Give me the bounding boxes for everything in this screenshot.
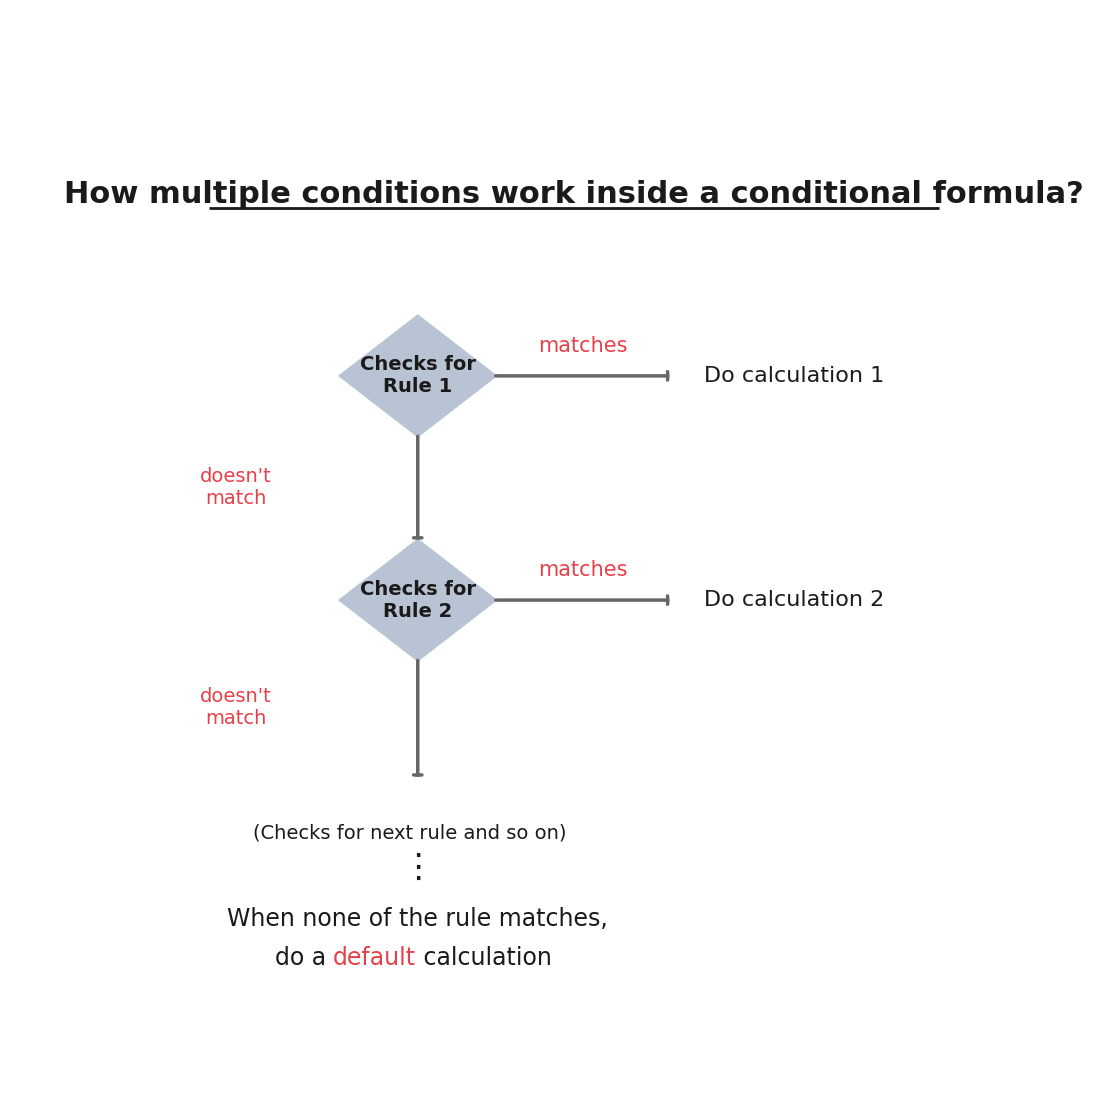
Text: default: default	[333, 946, 417, 970]
Text: matches: matches	[538, 560, 627, 580]
Text: (Checks for next rule and so on): (Checks for next rule and so on)	[253, 823, 567, 842]
Text: Checks for
Rule 1: Checks for Rule 1	[360, 355, 476, 396]
Polygon shape	[339, 316, 496, 437]
Text: calculation: calculation	[417, 946, 552, 970]
Text: do a: do a	[274, 946, 333, 970]
Text: How multiple conditions work inside a conditional formula?: How multiple conditions work inside a co…	[64, 180, 1084, 209]
Text: Do calculation 2: Do calculation 2	[704, 590, 885, 610]
Text: When none of the rule matches,: When none of the rule matches,	[226, 907, 607, 931]
Polygon shape	[339, 540, 496, 661]
Text: doesn't
match: doesn't match	[199, 688, 271, 728]
Text: doesn't
match: doesn't match	[199, 467, 271, 508]
Text: ⋮: ⋮	[401, 851, 435, 884]
Text: matches: matches	[538, 336, 627, 356]
Text: Checks for
Rule 2: Checks for Rule 2	[360, 579, 476, 620]
Text: Do calculation 1: Do calculation 1	[704, 366, 885, 386]
